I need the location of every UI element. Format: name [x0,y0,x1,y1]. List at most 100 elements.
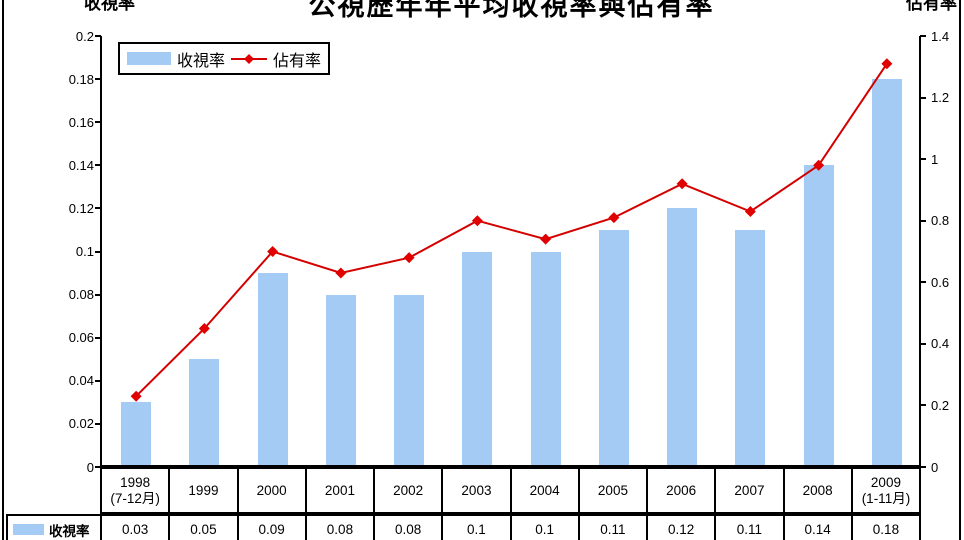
bar-1998 [121,402,152,467]
left-axis-tick [95,293,101,296]
right-axis-tick-label: 0.6 [931,274,950,290]
right-axis-tick-label: 1.4 [931,28,950,44]
left-axis-tick-label: 0 [86,459,94,475]
left-axis-tick-label: 0.12 [68,200,94,216]
bar-2007 [735,230,766,467]
x-category-year: 2003 [461,482,492,498]
left-axis-tick-label: 0.14 [68,157,94,173]
table-value-cell-2005: 0.11 [577,514,649,540]
left-axis-tick [95,379,101,382]
bar-2006 [667,208,698,467]
x-category-cell-2008: 2008 [782,467,853,514]
x-category-note: (1-11月) [861,490,911,506]
x-category-year: 2000 [256,482,287,498]
x-category-year: 1998 [120,474,151,490]
right-axis-tick-label: 0 [931,459,939,475]
x-category-cell-2005: 2005 [577,467,649,514]
line-marker-2006 [676,178,688,190]
bar-2004 [530,251,561,467]
right-axis-title: 佔有率 [906,0,957,13]
line-marker-2008 [813,159,825,171]
left-axis-tick-label: 0.02 [68,416,94,432]
table-row-label-cell: 收視率 [6,514,104,540]
line-marker-2003 [471,215,483,227]
x-category-year: 2004 [529,482,560,498]
line-marker-2007 [744,205,756,217]
table-value-cell-1998: 0.03 [100,514,171,540]
table-value-cell-2006: 0.12 [646,514,717,540]
right-axis-tick [920,35,926,37]
line-marker-1999 [198,322,210,334]
table-value-cell-2003: 0.1 [441,514,512,540]
bar-2000 [257,273,288,467]
left-axis-tick [95,250,101,253]
right-axis-tick [920,466,926,468]
left-axis-tick [95,466,101,468]
bar-2002 [394,294,425,467]
left-axis-tick-label: 0.2 [75,28,94,44]
left-axis-tick [95,35,101,37]
left-axis-tick [95,336,101,339]
right-axis-tick [920,96,926,99]
table-value-cell-1999: 0.05 [168,514,239,540]
bar-2009 [871,79,902,467]
share-rate-line [130,58,893,402]
right-axis-tick [920,342,926,345]
x-category-cell-2006: 2006 [646,467,717,514]
legend: 收視率 佔有率 [118,42,330,75]
bar-1999 [189,359,220,467]
legend-line-label: 佔有率 [273,52,322,70]
table-value-cell-2004: 0.1 [509,514,580,540]
x-category-cell-1998: 1998 (7-12月) [100,467,171,514]
left-axis-line [100,36,102,467]
line-marker-2005 [608,212,620,224]
legend-bar-swatch-icon [126,52,171,65]
x-category-cell-2003: 2003 [441,467,512,514]
x-category-year: 2008 [802,482,833,498]
x-category-note: (7-12月) [110,490,160,506]
line-marker-2009 [881,58,893,70]
bar-2001 [325,294,356,467]
x-category-year: 2009 [870,474,901,490]
right-axis-tick [920,158,926,161]
left-axis-tick-label: 0.18 [68,71,94,87]
x-category-cell-2004: 2004 [509,467,580,514]
right-axis-tick-label: 0.8 [931,213,950,229]
x-category-cell-1999: 1999 [168,467,239,514]
line-marker-2001 [335,267,347,279]
x-category-year: 2006 [666,482,697,498]
x-category-cell-2009: 2009 (1-11月) [850,467,922,514]
x-category-year: 2007 [734,482,765,498]
x-category-cell-2007: 2007 [714,467,785,514]
bar-2005 [598,230,629,467]
bar-2008 [803,165,834,467]
table-value-cell-2007: 0.11 [714,514,785,540]
left-axis-tick [95,422,101,425]
right-axis-tick-label: 0.2 [931,397,950,413]
bottom-axis-line [100,465,921,467]
line-marker-2000 [267,246,279,257]
left-axis-tick [95,207,101,210]
legend-line-sample-icon [231,53,267,64]
line-marker-2004 [540,233,552,245]
table-value-cell-2000: 0.09 [236,514,307,540]
x-category-cell-2001: 2001 [304,467,376,514]
left-axis-tick-label: 0.04 [68,373,94,389]
left-axis-tick [95,164,101,167]
x-category-year: 2005 [597,482,628,498]
table-row-swatch-icon [13,524,44,535]
table-value-cell-2002: 0.08 [373,514,444,540]
left-axis-tick-label: 0.08 [68,287,94,303]
right-axis-tick [920,281,926,284]
table-value-cell-2008: 0.14 [782,514,853,540]
left-axis-title: 收視率 [84,0,135,13]
right-axis-tick-label: 1 [931,151,939,167]
x-category-year: 1999 [188,482,219,498]
chart-border-left [2,0,4,540]
table-row-label: 收視率 [49,523,90,539]
left-axis-tick-label: 0.16 [68,114,94,130]
right-axis-line [919,36,921,467]
plot-area [102,36,921,467]
table-value-cell-2001: 0.08 [304,514,376,540]
